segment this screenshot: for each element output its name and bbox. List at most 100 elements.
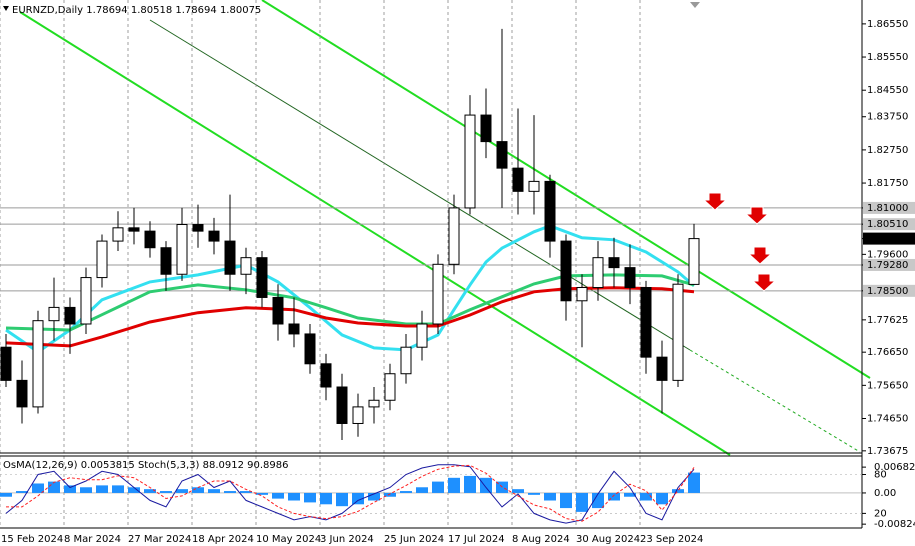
candle-body bbox=[464, 114, 476, 209]
y-tick-label: 1.79600 bbox=[867, 249, 908, 260]
candle-body bbox=[592, 257, 604, 289]
candle-body bbox=[512, 167, 524, 192]
y-tick-label: 1.86550 bbox=[867, 19, 908, 30]
x-tick-label: 23 Sep 2024 bbox=[640, 534, 703, 545]
y-tick-label: 1.73675 bbox=[867, 446, 908, 457]
candle-body bbox=[656, 356, 668, 381]
x-tick-label: 8 Mar 2024 bbox=[64, 534, 121, 545]
y-tick-label: 1.85550 bbox=[867, 52, 908, 63]
x-tick-label: 17 Jul 2024 bbox=[448, 534, 505, 545]
osma-bar bbox=[576, 492, 588, 512]
y-tick-label: 0.0068248 bbox=[874, 462, 915, 473]
osma-bar bbox=[16, 491, 28, 493]
candle-body bbox=[432, 263, 444, 325]
candle-body bbox=[496, 141, 508, 169]
x-tick-label: 3 Jun 2024 bbox=[320, 534, 374, 545]
last-price-box bbox=[863, 232, 915, 245]
candle-body bbox=[176, 224, 188, 275]
candle-body bbox=[544, 180, 556, 242]
signal-arrows bbox=[702, 192, 777, 292]
candle-body bbox=[528, 180, 540, 192]
channel-line bbox=[19, 11, 731, 456]
level-price-box bbox=[863, 258, 915, 271]
y-tick-label: 0.00 bbox=[874, 488, 896, 499]
symbol-title: EURNZD,Daily bbox=[12, 5, 83, 16]
osma-bar bbox=[592, 492, 604, 509]
x-tick-label: 15 Feb 2024 bbox=[1, 534, 63, 545]
y2-tick-label: 20 bbox=[874, 508, 887, 519]
header-marker bbox=[3, 6, 9, 11]
osma-bar bbox=[480, 477, 492, 493]
y-tick-label: 1.82750 bbox=[867, 145, 908, 156]
y2-tick-label: 80 bbox=[874, 470, 887, 481]
candle-body bbox=[400, 346, 412, 375]
osma-bar bbox=[528, 492, 540, 495]
x-tick-label: 18 Apr 2024 bbox=[192, 534, 254, 545]
y-tick-label: 1.80510 bbox=[867, 219, 908, 230]
osma-bar bbox=[688, 472, 700, 493]
candle-body bbox=[144, 230, 156, 249]
candle-body bbox=[416, 323, 428, 348]
osma-bar bbox=[640, 492, 652, 501]
chart-header: EURNZD,Daily 1.78694 1.80518 1.78694 1.8… bbox=[12, 5, 261, 16]
osma-bar bbox=[96, 485, 108, 493]
candle-body bbox=[64, 306, 76, 325]
last-high: 1.80518 bbox=[131, 5, 172, 16]
moving-average bbox=[5, 286, 695, 348]
candle-body bbox=[272, 296, 284, 325]
candle-body bbox=[688, 238, 700, 285]
osma-bar bbox=[544, 492, 556, 501]
x-tick-label: 30 Aug 2024 bbox=[576, 534, 640, 545]
osma-bar bbox=[160, 491, 172, 493]
indicator-title: OsMA(12,26,9) 0.0053815 Stoch(5,3,3) 88.… bbox=[3, 460, 289, 471]
y-tick-label: 1.78500 bbox=[867, 286, 908, 297]
channel-midline bbox=[149, 19, 691, 351]
osma-bar bbox=[240, 491, 252, 493]
candle-body bbox=[288, 323, 300, 335]
y-tick-label: 1.74650 bbox=[867, 414, 908, 425]
osma-bar bbox=[384, 492, 396, 497]
candle-body bbox=[240, 257, 252, 275]
osma-bar bbox=[256, 492, 268, 495]
last-close: 1.80075 bbox=[220, 5, 261, 16]
down-arrow bbox=[751, 273, 777, 292]
osma-bar bbox=[432, 481, 444, 493]
osma-bar bbox=[400, 491, 412, 493]
candle-body bbox=[352, 406, 364, 424]
candle-body bbox=[256, 257, 268, 298]
candle-body bbox=[336, 386, 348, 424]
osma-bar bbox=[112, 485, 124, 493]
osma-bar bbox=[208, 489, 220, 493]
y-tick-label: -0.008248 bbox=[874, 519, 915, 530]
osma-bar bbox=[80, 487, 92, 493]
candle-body bbox=[448, 207, 460, 265]
y-tick-label: 1.75650 bbox=[867, 380, 908, 391]
candle-body bbox=[96, 240, 108, 279]
osma-bar bbox=[128, 487, 140, 493]
down-arrow bbox=[702, 192, 728, 211]
y-tick-label: 1.81750 bbox=[867, 178, 908, 189]
osma-bar bbox=[624, 492, 636, 497]
candle-body bbox=[80, 277, 92, 325]
osma-bar bbox=[448, 477, 460, 493]
candle-body bbox=[208, 230, 220, 242]
scroll-marker bbox=[690, 2, 700, 8]
osma-bar bbox=[672, 489, 684, 493]
y-tick-label: 1.84550 bbox=[867, 85, 908, 96]
candle-body bbox=[192, 224, 204, 232]
level-price-box bbox=[863, 201, 915, 214]
stoch-line bbox=[6, 464, 695, 522]
channel-line bbox=[261, 0, 871, 379]
candle-body bbox=[624, 267, 636, 289]
osma-bar bbox=[416, 487, 428, 493]
candle-body bbox=[48, 306, 60, 322]
candle-body bbox=[16, 379, 28, 408]
osma-bar bbox=[0, 492, 12, 497]
osma-bar bbox=[288, 492, 300, 501]
y-tick-label: 1.79280 bbox=[867, 260, 908, 271]
y-tick-label: 1.76650 bbox=[867, 347, 908, 358]
candle-body bbox=[480, 114, 492, 143]
candle-body bbox=[576, 287, 588, 302]
candle-body bbox=[160, 247, 172, 275]
